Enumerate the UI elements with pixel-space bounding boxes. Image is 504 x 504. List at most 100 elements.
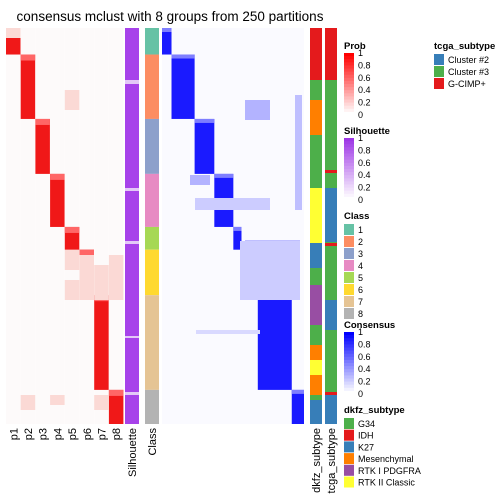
- dkfz-subtype-cell: [310, 243, 322, 268]
- class-legend-title: Class: [344, 211, 369, 222]
- prob-cell: [108, 255, 124, 300]
- class-legend-swatch: [344, 284, 354, 295]
- dkfz-legend-label: K27: [358, 442, 374, 452]
- consensus-block: [291, 389, 304, 394]
- prob-cell: [35, 118, 50, 125]
- consensus-legend-swatch: [344, 359, 354, 364]
- silhouette-legend-title: Silhouette: [344, 126, 390, 137]
- consensus-legend-tick: 1: [358, 327, 363, 337]
- class-cell: [145, 226, 159, 250]
- prob-cell: [64, 280, 80, 300]
- dkfz-legend-label: RTK I PDGFRA: [358, 466, 421, 476]
- tcga-legend-swatch: [434, 78, 444, 89]
- consensus-legend-swatch: [344, 390, 354, 395]
- silhouette-legend-swatch: [344, 144, 354, 148]
- silhouette-legend-swatch: [344, 184, 354, 189]
- tcga-legend-label: Cluster #3: [448, 67, 489, 77]
- consensus-legend-swatch: [344, 344, 354, 348]
- tcga-subtype-cell: [325, 242, 337, 300]
- silhouette-legend-swatch: [344, 156, 354, 161]
- tcga-legend-label: G-CIMP+: [448, 79, 486, 89]
- class-legend-swatch: [344, 296, 354, 307]
- dkfz-legend-label: IDH: [358, 431, 374, 441]
- prob-legend-swatch: [344, 59, 354, 63]
- dkfz-subtype-cell: [310, 80, 322, 100]
- silhouette-legend-tick: 0: [358, 195, 363, 205]
- consensus-legend-tick: 0.2: [358, 377, 371, 387]
- class-legend-swatch: [344, 260, 354, 271]
- consensus-block: [194, 118, 215, 174]
- consensus-legend-swatch: [344, 335, 354, 339]
- silhouette-legend-swatch: [344, 187, 354, 192]
- prob-legend-swatch: [344, 68, 354, 73]
- dkfz-subtype-cell: [310, 100, 322, 135]
- dkfz-legend-swatch: [344, 476, 354, 488]
- dkfz-subtype-cell: [310, 28, 322, 80]
- prob-cell: [50, 395, 65, 405]
- class-cell: [145, 118, 159, 174]
- prob-cell: [94, 295, 109, 390]
- class-legend-swatch: [344, 236, 354, 247]
- prob-cell: [35, 118, 50, 174]
- consensus-block: [171, 54, 195, 59]
- prob-column-bg: [108, 28, 124, 424]
- prob-legend-tick: 0.4: [358, 85, 371, 95]
- prob-column-label: p8: [111, 428, 123, 440]
- silhouette-legend-swatch: [344, 159, 354, 164]
- prob-legend-tick: 0.2: [358, 98, 371, 108]
- consensus-block: [162, 28, 172, 32]
- dkfz-legend-swatch: [344, 453, 354, 465]
- dkfz-subtype-cell: [310, 375, 322, 395]
- class-legend-label: 7: [358, 297, 363, 307]
- prob-cell: [6, 28, 21, 38]
- prob-column-label: p7: [96, 428, 108, 440]
- prob-column-bg: [79, 28, 94, 424]
- prob-legend-tick: 0: [358, 110, 363, 120]
- prob-legend-swatch: [344, 53, 354, 57]
- tcga-legend-swatch: [434, 66, 444, 77]
- prob-legend-swatch: [344, 111, 354, 116]
- consensus-legend-swatch: [344, 338, 354, 342]
- silhouette-column-label: Silhouette: [127, 428, 139, 477]
- prob-legend-swatch: [344, 74, 354, 79]
- dkfz-legend-title: dkfz_subtype: [344, 405, 405, 416]
- dkfz-subtype-column-label: dkfz_subtype: [311, 428, 323, 493]
- class-legend-label: 4: [358, 261, 363, 271]
- silhouette-legend-swatch: [344, 165, 354, 170]
- consensus-legend-swatch: [344, 353, 354, 358]
- prob-cell: [50, 173, 65, 227]
- class-legend-label: 6: [358, 285, 363, 295]
- consensus-block: [214, 173, 234, 178]
- class-column-label: Class: [147, 428, 159, 456]
- prob-column-bg: [35, 28, 50, 424]
- silhouette-legend-tick: 0.2: [358, 183, 371, 193]
- consensus-legend-swatch: [344, 369, 354, 373]
- prob-cell: [64, 226, 80, 233]
- class-cell: [145, 389, 159, 424]
- consensus-legend-swatch: [344, 378, 354, 383]
- consensus-block: [291, 389, 304, 424]
- prob-legend-swatch: [344, 80, 354, 85]
- consensus-legend-swatch: [344, 381, 354, 386]
- silhouette-legend-swatch: [344, 190, 354, 195]
- silhouette-legend-swatch: [344, 150, 354, 154]
- tcga-legend-label: Cluster #2: [448, 55, 489, 65]
- prob-cell: [79, 249, 94, 256]
- silhouette-legend-swatch: [344, 181, 354, 185]
- dkfz-legend-swatch: [344, 429, 354, 441]
- prob-legend-swatch: [344, 62, 354, 66]
- prob-legend-swatch: [344, 77, 354, 82]
- class-legend-swatch: [344, 308, 354, 319]
- prob-legend-swatch: [344, 102, 354, 107]
- consensus-legend-tick: 0.4: [358, 364, 371, 374]
- dkfz-subtype-cell: [310, 285, 322, 325]
- silhouette-cell: [125, 241, 139, 244]
- dkfz-legend-swatch: [344, 441, 354, 453]
- dkfz-subtype-cell: [310, 325, 322, 345]
- consensus-cell: [196, 330, 260, 334]
- class-cell: [145, 54, 159, 119]
- tcga-subtype-cell: [325, 170, 337, 173]
- tcga-subtype-cell: [325, 330, 337, 392]
- prob-legend-tick: 0.6: [358, 73, 371, 83]
- prob-legend-swatch: [344, 56, 354, 60]
